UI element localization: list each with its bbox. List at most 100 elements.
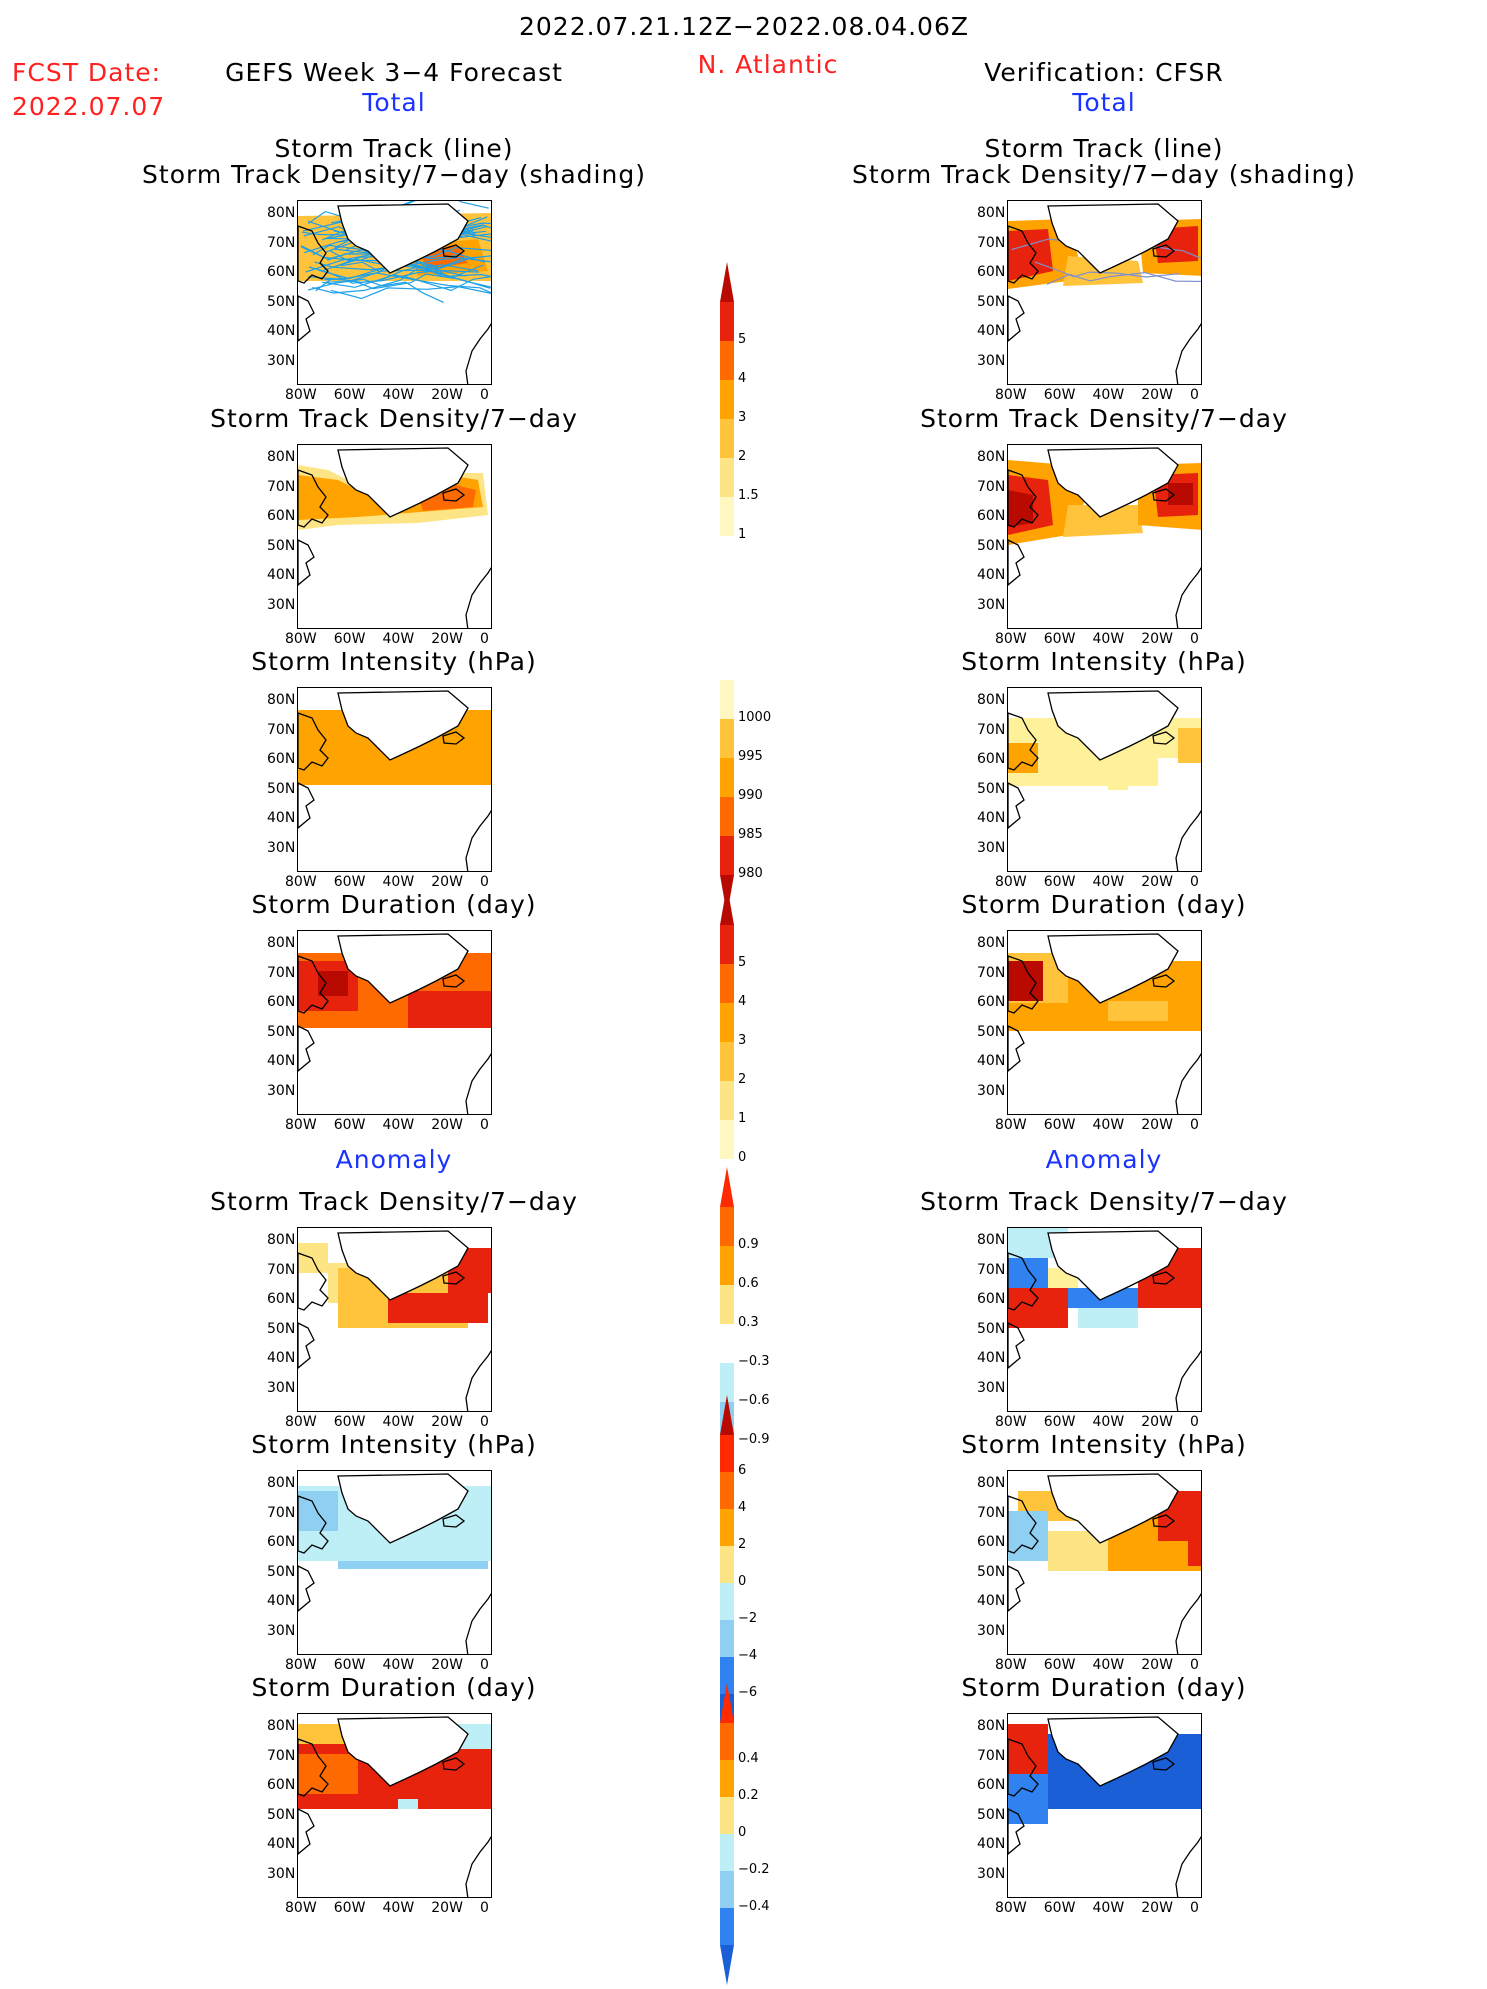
colorbar <box>720 640 740 919</box>
anomaly-label-left: Anomaly <box>335 1145 453 1174</box>
colorbar-label: 995 <box>738 749 763 764</box>
lat-tick-label: 30N <box>267 352 296 369</box>
colorbar-label: −4 <box>738 1648 758 1663</box>
lat-tick-label: 70N <box>977 1261 1006 1278</box>
lon-tick-label: 80W <box>285 874 317 890</box>
panel-title: Storm Track (line) <box>274 134 514 163</box>
lat-tick-label: 70N <box>977 234 1006 251</box>
coastline <box>298 1565 315 1612</box>
lon-tick-label: 20W <box>1141 1414 1173 1430</box>
lat-tick-label: 60N <box>977 994 1006 1010</box>
lon-tick-label: 60W <box>333 1414 366 1430</box>
map-panel <box>297 687 492 872</box>
shading-region <box>1168 483 1193 505</box>
lat-tick-label: 50N <box>977 1320 1006 1337</box>
lon-tick-label: 60W <box>333 631 366 647</box>
lat-tick-label: 40N <box>267 323 296 339</box>
lon-tick-label: 40W <box>1092 1657 1125 1673</box>
coastline <box>298 1252 329 1311</box>
lon-tick-label: 80W <box>285 1900 317 1916</box>
lon-tick-label: 0 <box>480 1414 489 1430</box>
colorbar-label: 5 <box>738 332 747 347</box>
shading-cell <box>388 1293 488 1323</box>
lon-tick-label: 60W <box>1043 631 1076 647</box>
lat-tick-label: 80N <box>267 1475 296 1491</box>
map-panel <box>297 1470 492 1655</box>
lat-tick-label: 30N <box>977 1865 1006 1882</box>
coastline <box>1047 203 1179 274</box>
lon-tick-label: 0 <box>480 1117 489 1133</box>
lon-tick-label: 80W <box>995 1900 1027 1916</box>
lon-tick-label: 0 <box>480 1900 489 1916</box>
coastline <box>1175 1052 1201 1114</box>
colorbar-label: −0.4 <box>738 1899 770 1914</box>
coastline <box>298 1808 315 1855</box>
coastline <box>337 1230 469 1301</box>
lat-tick-label: 80N <box>267 1232 296 1248</box>
colorbar-label: 980 <box>738 866 763 881</box>
total-label-right: Total <box>1072 88 1136 117</box>
coastline <box>298 1738 329 1797</box>
lon-tick-label: 20W <box>1141 1900 1173 1916</box>
lat-tick-label: 80N <box>977 1718 1006 1734</box>
map-panel <box>297 1227 492 1412</box>
coastline <box>298 1495 329 1554</box>
coastline <box>1008 539 1025 586</box>
lon-tick-label: 80W <box>995 1657 1027 1673</box>
lat-tick-label: 70N <box>267 721 296 738</box>
lat-tick-label: 50N <box>267 1023 296 1040</box>
coastline <box>1175 566 1201 628</box>
lat-tick-label: 60N <box>977 1291 1006 1307</box>
lon-tick-label: 40W <box>382 1657 415 1673</box>
panel-title: Storm Track Density/7−day <box>210 1187 578 1216</box>
lat-tick-label: 60N <box>977 1777 1006 1793</box>
shading-cell <box>1068 1288 1148 1308</box>
shading-cell <box>338 1561 488 1569</box>
lat-tick-label: 40N <box>267 810 296 826</box>
lat-tick-label: 30N <box>977 1082 1006 1099</box>
colorbar-label: −0.2 <box>738 1862 770 1877</box>
coastline <box>1008 295 1025 342</box>
lon-tick-label: 60W <box>333 387 366 403</box>
lat-tick-label: 80N <box>977 935 1006 951</box>
lon-tick-label: 0 <box>1190 387 1199 403</box>
lon-tick-label: 40W <box>1092 874 1125 890</box>
total-label-left: Total <box>362 88 426 117</box>
lat-tick-label: 60N <box>267 1534 296 1550</box>
panel-title: Storm Track (line) <box>984 134 1224 163</box>
colorbar-label: 3 <box>738 1033 747 1048</box>
colorbar-label: −6 <box>738 1685 758 1700</box>
panel-title: Storm Duration (day) <box>961 890 1247 919</box>
lat-tick-label: 70N <box>977 721 1006 738</box>
lat-tick-label: 50N <box>267 293 296 310</box>
map-panel <box>1007 1227 1202 1412</box>
panel-title: Storm Intensity (hPa) <box>251 1430 537 1459</box>
lon-tick-label: 80W <box>995 387 1027 403</box>
lat-tick-label: 60N <box>977 1534 1006 1550</box>
colorbar <box>720 262 740 580</box>
lon-tick-label: 0 <box>480 631 489 647</box>
colorbar-label: 3 <box>738 410 747 425</box>
panel-title: Storm Track Density/7−day (shading) <box>142 160 646 189</box>
panel-title: Storm Intensity (hPa) <box>961 647 1247 676</box>
lat-tick-label: 70N <box>267 1261 296 1278</box>
lon-tick-label: 40W <box>382 1900 415 1916</box>
storm-track-line <box>318 269 491 294</box>
lon-tick-label: 40W <box>382 1414 415 1430</box>
colorbar-label: 0 <box>738 1825 747 1840</box>
map-panel <box>1007 930 1202 1115</box>
panel-title: Storm Duration (day) <box>251 890 537 919</box>
coastline <box>337 1716 469 1787</box>
panel-title: Storm Duration (day) <box>961 1673 1247 1702</box>
lon-tick-label: 0 <box>480 387 489 403</box>
lon-tick-label: 60W <box>1043 1117 1076 1133</box>
lat-tick-label: 30N <box>267 596 296 613</box>
storm-track-line <box>323 256 491 271</box>
lon-tick-label: 80W <box>995 874 1027 890</box>
shading-cell <box>318 971 348 996</box>
coastline <box>1175 1349 1201 1411</box>
map-panel <box>297 200 492 385</box>
lon-tick-label: 0 <box>1190 1414 1199 1430</box>
colorbar-label: 5 <box>738 955 747 970</box>
coastline <box>1008 1495 1039 1554</box>
